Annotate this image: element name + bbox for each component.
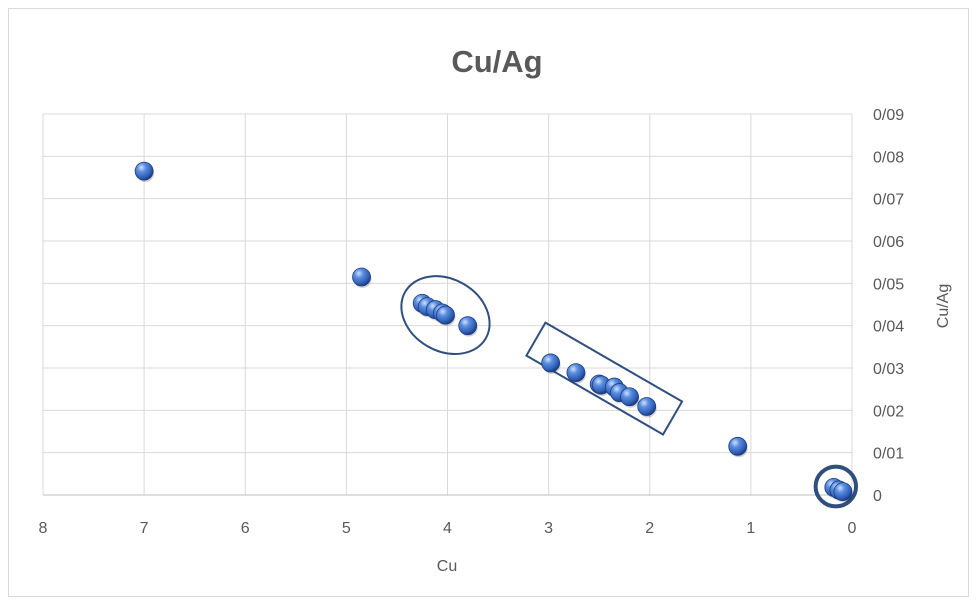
x-tick-label: 6 <box>241 520 250 537</box>
data-point-marker <box>541 353 561 373</box>
data-point-marker <box>728 436 748 456</box>
chart-title: Cu/Ag <box>451 44 542 79</box>
y-tick-label: 0/08 <box>873 149 904 166</box>
y-tick-label: 0/06 <box>873 234 904 251</box>
y-tick-label: 0/03 <box>873 361 904 378</box>
x-tick-label: 5 <box>342 520 351 537</box>
x-axis-title: Cu <box>437 558 457 575</box>
data-point <box>541 353 561 374</box>
annotation-ellipse <box>813 464 859 509</box>
data-point <box>833 482 853 503</box>
y-tick-label: 0/01 <box>873 446 904 463</box>
y-tick-label: 0/09 <box>873 107 904 124</box>
grid-layer <box>42 113 853 496</box>
y-tick-labels: 0 0/01 0/02 0/03 0/04 0/05 0/06 0/07 0/08 0/09 <box>873 107 904 505</box>
y-tick-label: 0/04 <box>873 319 904 336</box>
data-point-marker <box>833 482 853 502</box>
data-point <box>352 267 372 288</box>
data-point-marker <box>458 316 478 336</box>
chart-frame <box>8 8 969 597</box>
data-point <box>458 316 478 337</box>
data-point-marker <box>566 363 586 383</box>
x-tick-label: 1 <box>746 520 755 537</box>
data-point-marker <box>637 397 657 416</box>
annotation-rectangle <box>525 321 684 436</box>
x-tick-label: 0 <box>848 520 857 537</box>
data-point <box>620 387 640 408</box>
y-tick-label: 0/07 <box>873 192 904 209</box>
x-tick-label: 4 <box>443 520 452 537</box>
data-point <box>566 363 586 384</box>
y-tick-label: 0/05 <box>873 276 904 293</box>
data-point-marker <box>352 267 371 287</box>
annotation-ellipse <box>400 275 491 355</box>
annotation-layer <box>400 275 859 509</box>
x-tick-labels: 8 7 6 5 4 3 2 1 0 <box>39 520 857 537</box>
data-point-marker <box>436 305 455 325</box>
y-tick-label: 0/02 <box>873 403 904 420</box>
y-tick-label: 0 <box>873 488 882 505</box>
x-tick-label: 8 <box>39 520 48 537</box>
data-point <box>436 305 456 327</box>
data-points <box>134 161 853 503</box>
data-point <box>728 436 748 458</box>
x-tick-label: 7 <box>140 520 149 537</box>
x-tick-label: 3 <box>544 520 553 537</box>
data-point-marker <box>134 161 154 181</box>
data-point <box>637 397 657 418</box>
data-point <box>134 161 155 183</box>
data-point-marker <box>620 387 639 407</box>
y-axis-title: Cu/Ag <box>935 284 952 328</box>
x-tick-label: 2 <box>645 520 654 537</box>
